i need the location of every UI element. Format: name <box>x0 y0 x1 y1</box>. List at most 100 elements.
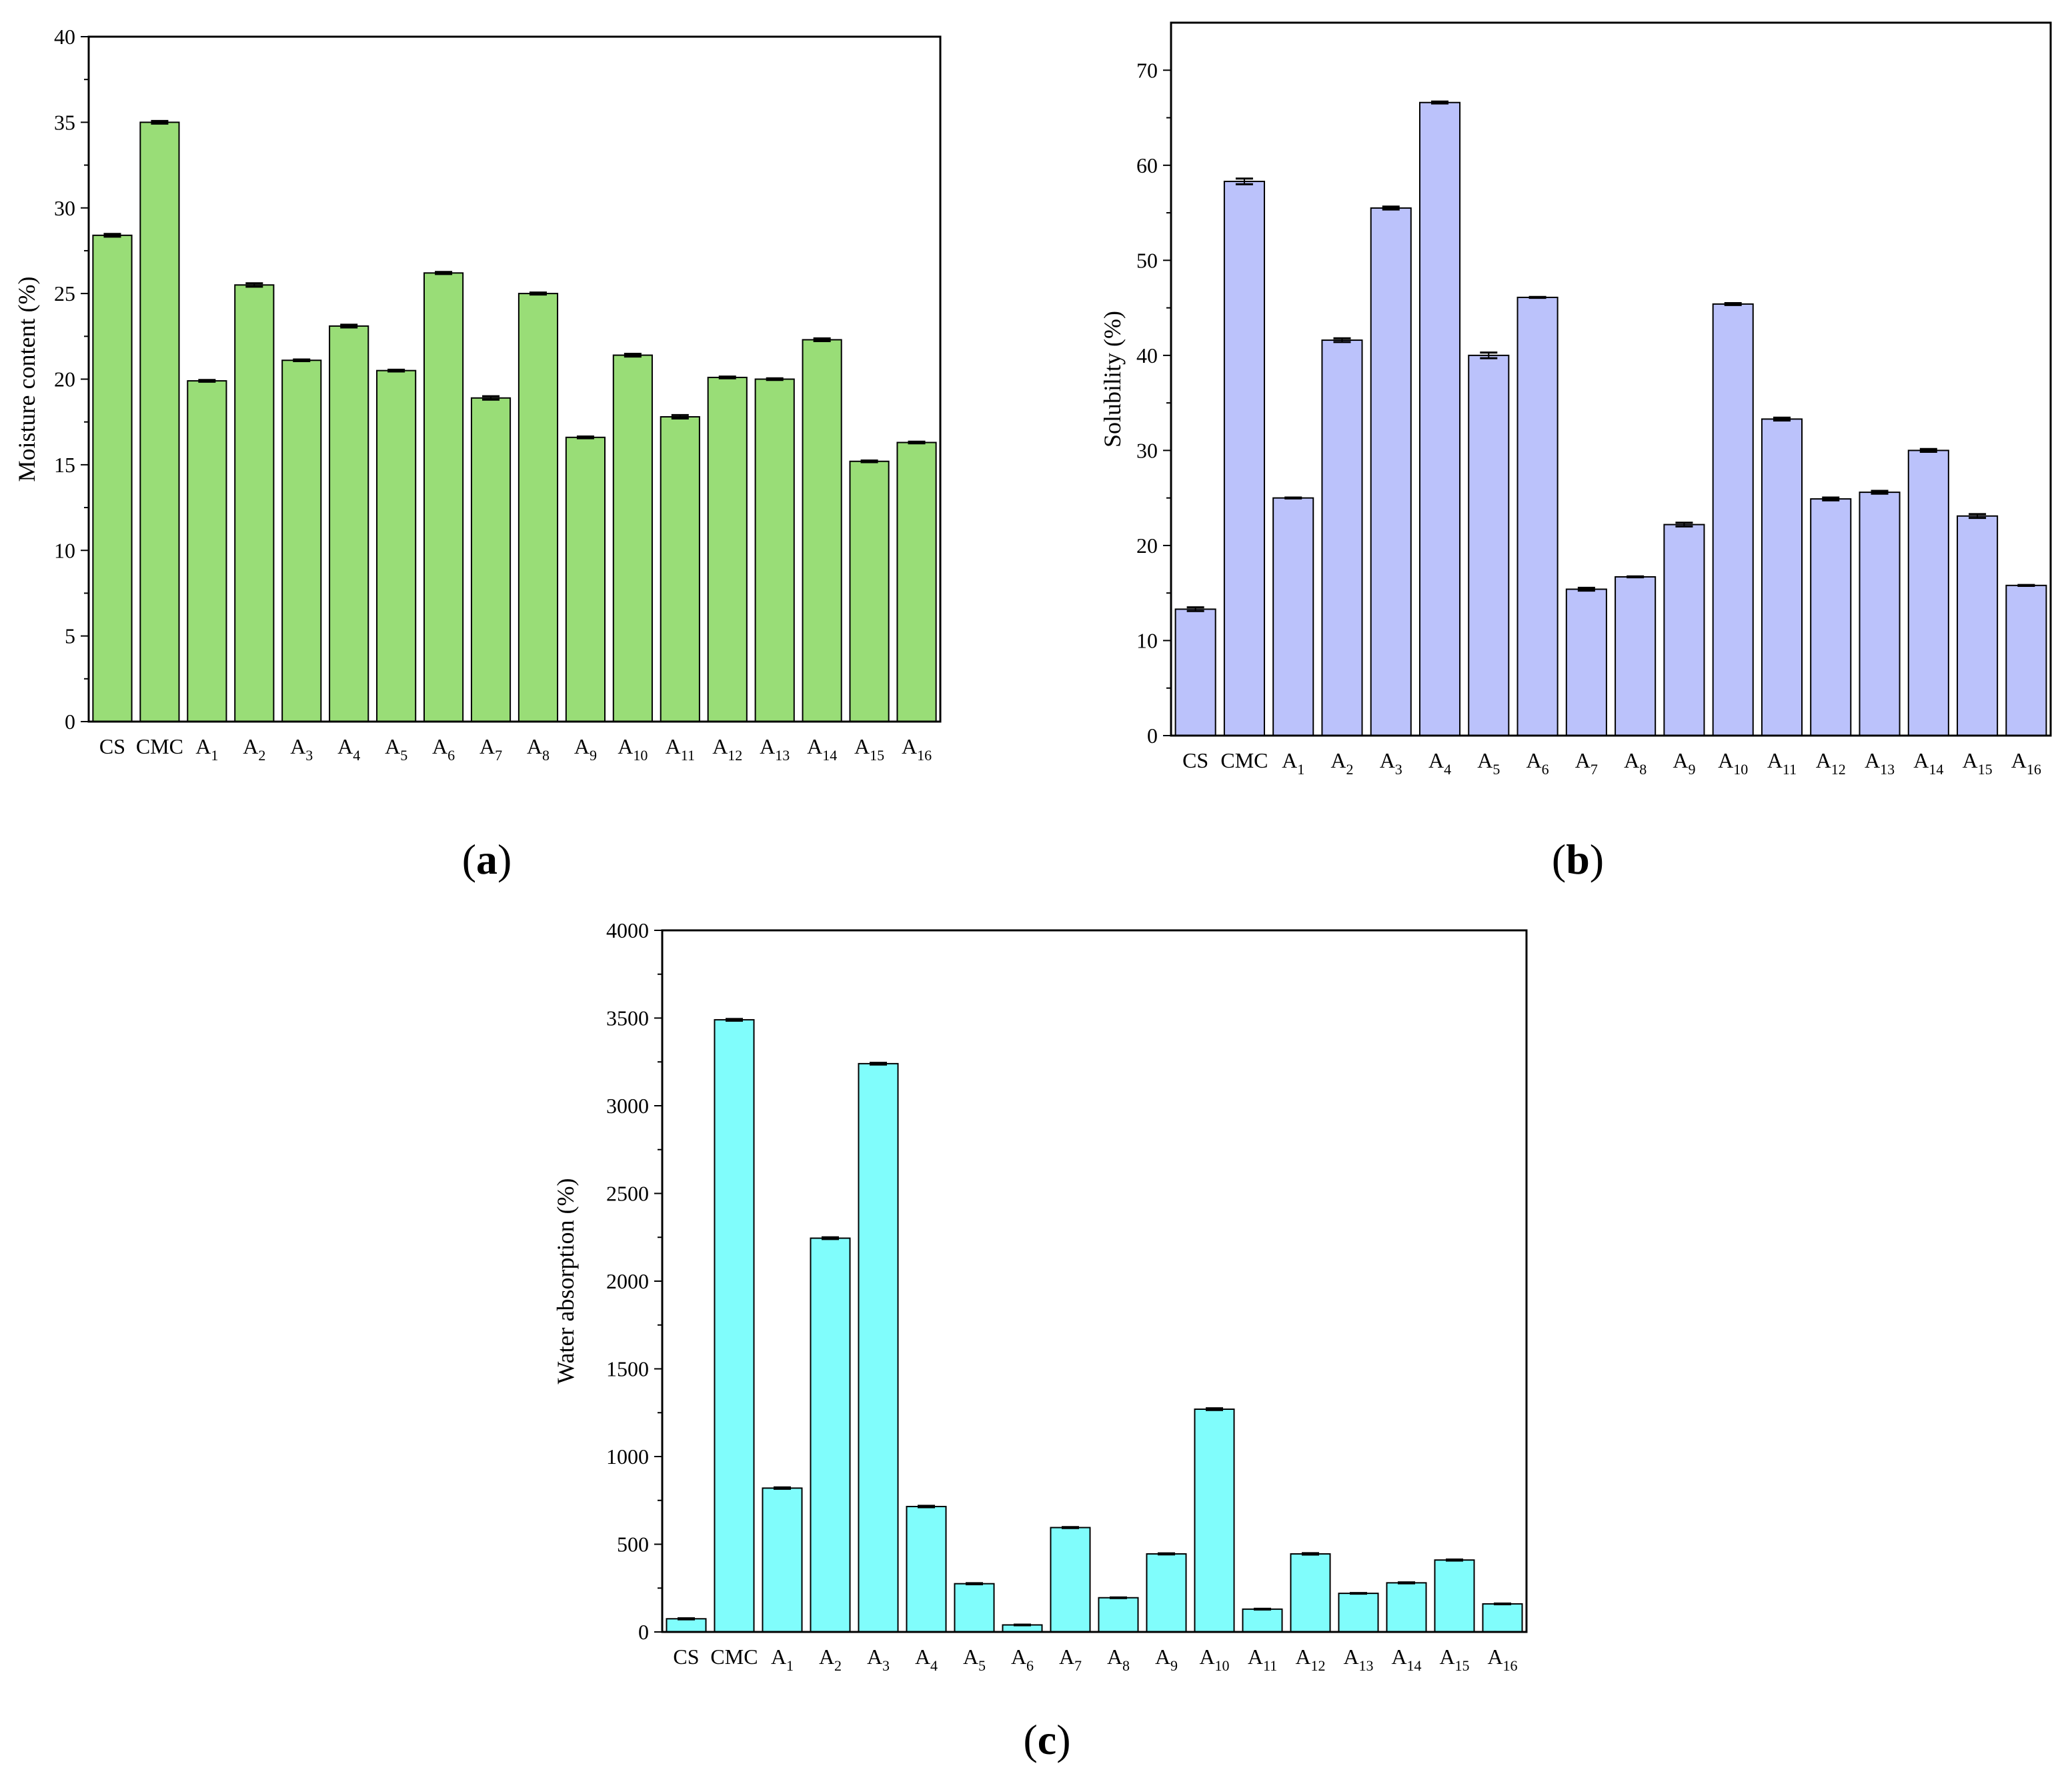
y-tick-label-a: 25 <box>54 281 75 305</box>
x-tick-label-b: A3 <box>1380 748 1402 778</box>
x-tick-label-a: A10 <box>618 734 648 764</box>
axis-frame-c <box>661 929 1528 1633</box>
bar-a <box>376 369 417 722</box>
x-tick-label-b: A13 <box>1865 748 1895 778</box>
panel-label-b: (b) <box>1552 836 1604 883</box>
bar-c <box>714 1019 755 1633</box>
bar-a <box>423 272 464 722</box>
bar-a <box>517 293 559 722</box>
bar-c <box>1194 1408 1235 1633</box>
bar-b <box>1663 524 1705 736</box>
y-tick-label-c: 1500 <box>606 1357 649 1381</box>
y-tick-label-c: 4000 <box>606 918 649 942</box>
x-tick-label-c: A11 <box>1248 1645 1277 1674</box>
bar-a <box>707 376 748 722</box>
y-tick-label-b: 0 <box>1147 724 1158 748</box>
x-tick-label-c: A8 <box>1107 1645 1130 1674</box>
x-tick-label-c: A10 <box>1199 1645 1229 1674</box>
x-tick-label-b: A5 <box>1477 748 1500 778</box>
x-tick-label-a: A11 <box>666 734 695 764</box>
bar-c <box>1242 1608 1283 1633</box>
y-tick-label-c: 3500 <box>606 1006 649 1030</box>
bar-a <box>234 284 275 723</box>
x-tick-label-c: A13 <box>1343 1645 1373 1674</box>
bar-b <box>1174 608 1216 736</box>
bar-a <box>849 460 890 722</box>
y-tick-label-b: 50 <box>1136 248 1158 272</box>
bar-a <box>754 378 795 722</box>
x-tick-label-a: A1 <box>195 734 218 764</box>
bar-b <box>1615 576 1657 737</box>
y-tick-label-a: 40 <box>54 25 75 49</box>
bar-c <box>1338 1593 1379 1633</box>
y-tick-label-a: 0 <box>65 710 75 734</box>
bar-b <box>1321 339 1363 736</box>
y-tick-label-b: 40 <box>1136 343 1158 367</box>
x-tick-label-c: A12 <box>1295 1645 1325 1674</box>
bar-b <box>2005 584 2047 737</box>
y-tick-label-a: 30 <box>54 196 75 220</box>
x-tick-label-b: A11 <box>1767 748 1797 778</box>
x-tick-label-c: A3 <box>867 1645 890 1674</box>
bar-c <box>1482 1603 1523 1633</box>
x-tick-label-b: A1 <box>1282 748 1304 778</box>
bar-b <box>1565 588 1607 736</box>
x-tick-label-c: A14 <box>1391 1645 1421 1674</box>
bar-a <box>187 380 227 722</box>
y-tick-label-c: 1000 <box>606 1445 649 1469</box>
x-tick-label-a: A4 <box>337 734 360 764</box>
bar-a <box>329 325 369 723</box>
x-tick-label-c: A7 <box>1059 1645 1082 1674</box>
bar-c <box>1434 1559 1475 1633</box>
x-tick-label-c: A15 <box>1439 1645 1469 1674</box>
bar-b <box>1223 181 1265 737</box>
x-tick-label-a: CMC <box>136 734 183 758</box>
x-tick-label-c: A1 <box>771 1645 794 1674</box>
bar-b <box>1712 303 1754 736</box>
bar-a <box>896 441 937 722</box>
bar-b <box>1907 450 1949 737</box>
x-tick-label-b: A8 <box>1624 748 1647 778</box>
bar-c <box>954 1583 995 1633</box>
y-axis-title-b: Solubility (%) <box>1099 311 1126 448</box>
x-tick-label-a: A8 <box>527 734 550 764</box>
bar-c <box>906 1505 947 1633</box>
x-tick-label-c: A16 <box>1487 1645 1517 1674</box>
x-tick-label-c: CMC <box>710 1645 758 1669</box>
y-tick-label-c: 500 <box>617 1533 649 1557</box>
y-tick-label-a: 15 <box>54 453 75 477</box>
x-tick-label-a: A7 <box>479 734 502 764</box>
y-tick-label-a: 10 <box>54 538 75 562</box>
bar-c <box>810 1237 851 1633</box>
bar-c <box>1386 1582 1427 1633</box>
x-tick-label-b: CS <box>1182 748 1208 772</box>
x-tick-label-a: A16 <box>902 734 932 764</box>
x-tick-label-b: A14 <box>1913 748 1943 778</box>
y-tick-label-a: 35 <box>54 110 75 134</box>
panel-label-c-letter: c <box>1038 1716 1056 1763</box>
x-tick-label-b: A2 <box>1330 748 1353 778</box>
x-tick-label-c: A6 <box>1011 1645 1034 1674</box>
bar-a <box>470 397 511 722</box>
x-tick-label-b: A12 <box>1816 748 1846 778</box>
bar-c <box>762 1487 803 1633</box>
bar-a <box>92 234 133 722</box>
x-tick-label-c: A2 <box>819 1645 842 1674</box>
bar-b <box>1859 492 1901 737</box>
x-tick-label-b: A15 <box>1963 748 1993 778</box>
y-tick-label-b: 60 <box>1136 153 1158 177</box>
bar-b <box>1810 498 1852 736</box>
bar-b <box>1272 497 1314 737</box>
y-tick-label-c: 2000 <box>606 1269 649 1293</box>
bar-c <box>1098 1597 1139 1633</box>
x-tick-label-c: CS <box>673 1645 699 1669</box>
y-tick-label-c: 2500 <box>606 1182 649 1206</box>
x-tick-label-b: A10 <box>1718 748 1748 778</box>
x-tick-label-c: A4 <box>915 1645 938 1674</box>
x-tick-label-c: A5 <box>963 1645 986 1674</box>
bar-a <box>565 436 606 722</box>
x-tick-label-a: A15 <box>854 734 884 764</box>
axis-frame-a <box>87 35 942 723</box>
